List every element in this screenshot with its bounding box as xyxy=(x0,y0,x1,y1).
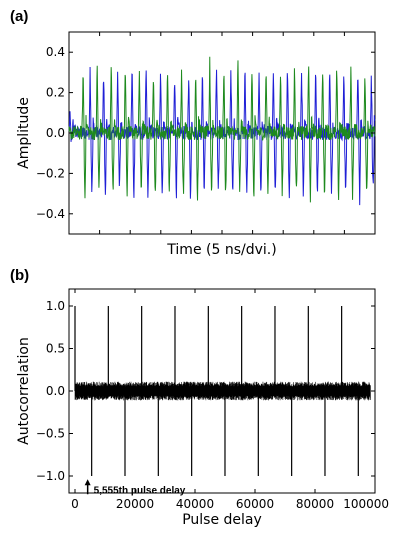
panel-b-ytick-label: −0.5 xyxy=(36,427,65,441)
panel-b-xtick-label: 100000 xyxy=(343,497,389,511)
panel-label-a: (a) xyxy=(10,8,28,25)
annotation-arrowhead xyxy=(84,479,91,486)
panel-b-plot: −1.0 −0.5 0.0 0.5 1.0 0 20000 40000 60000 80000 1… xyxy=(16,288,389,528)
panel-a-ytick-label: −0.2 xyxy=(36,166,65,180)
panel-a-series-1-line xyxy=(68,67,376,206)
panel-b-ytick-label: 1.0 xyxy=(46,299,65,313)
panel-a-ytick-label: 0.4 xyxy=(46,45,65,59)
panel-b-ytick-label: −1.0 xyxy=(36,469,65,483)
panel-a-plot: −0.4 −0.2 0.0 0.2 0.4 Time (5 ns/dvi.) Ampli… xyxy=(16,31,376,258)
panel-a-ytick-label: −0.4 xyxy=(36,207,65,221)
panel-b-xlabel: Pulse delay xyxy=(182,512,262,528)
panel-b-noise-band xyxy=(74,381,371,401)
panel-a-series-2-line xyxy=(68,56,376,203)
panel-b-ytick-label: 0.0 xyxy=(46,384,65,398)
panel-b-xtick-label: 0 xyxy=(71,497,79,511)
panel-b-xtick-label: 80000 xyxy=(296,497,334,511)
panel-label-b: (b) xyxy=(10,267,29,284)
panel-a-ylabel: Amplitude xyxy=(16,97,32,169)
panel-b-ytick-label: 0.5 xyxy=(46,342,65,356)
panel-b-ylabel: Autocorrelation xyxy=(16,337,32,445)
annotation-text: 5,555th pulse delay xyxy=(94,485,186,496)
panel-a-ytick-label: 0.0 xyxy=(46,126,65,140)
panel-b-xtick-label: 60000 xyxy=(236,497,274,511)
panel-a-xlabel: Time (5 ns/dvi.) xyxy=(166,242,276,258)
panel-a-ytick-label: 0.2 xyxy=(46,86,65,100)
panel-b-annotation: 5,555th pulse delay xyxy=(84,479,186,496)
panel-b-xtick-label: 20000 xyxy=(116,497,154,511)
panel-b-xtick-label: 40000 xyxy=(176,497,214,511)
